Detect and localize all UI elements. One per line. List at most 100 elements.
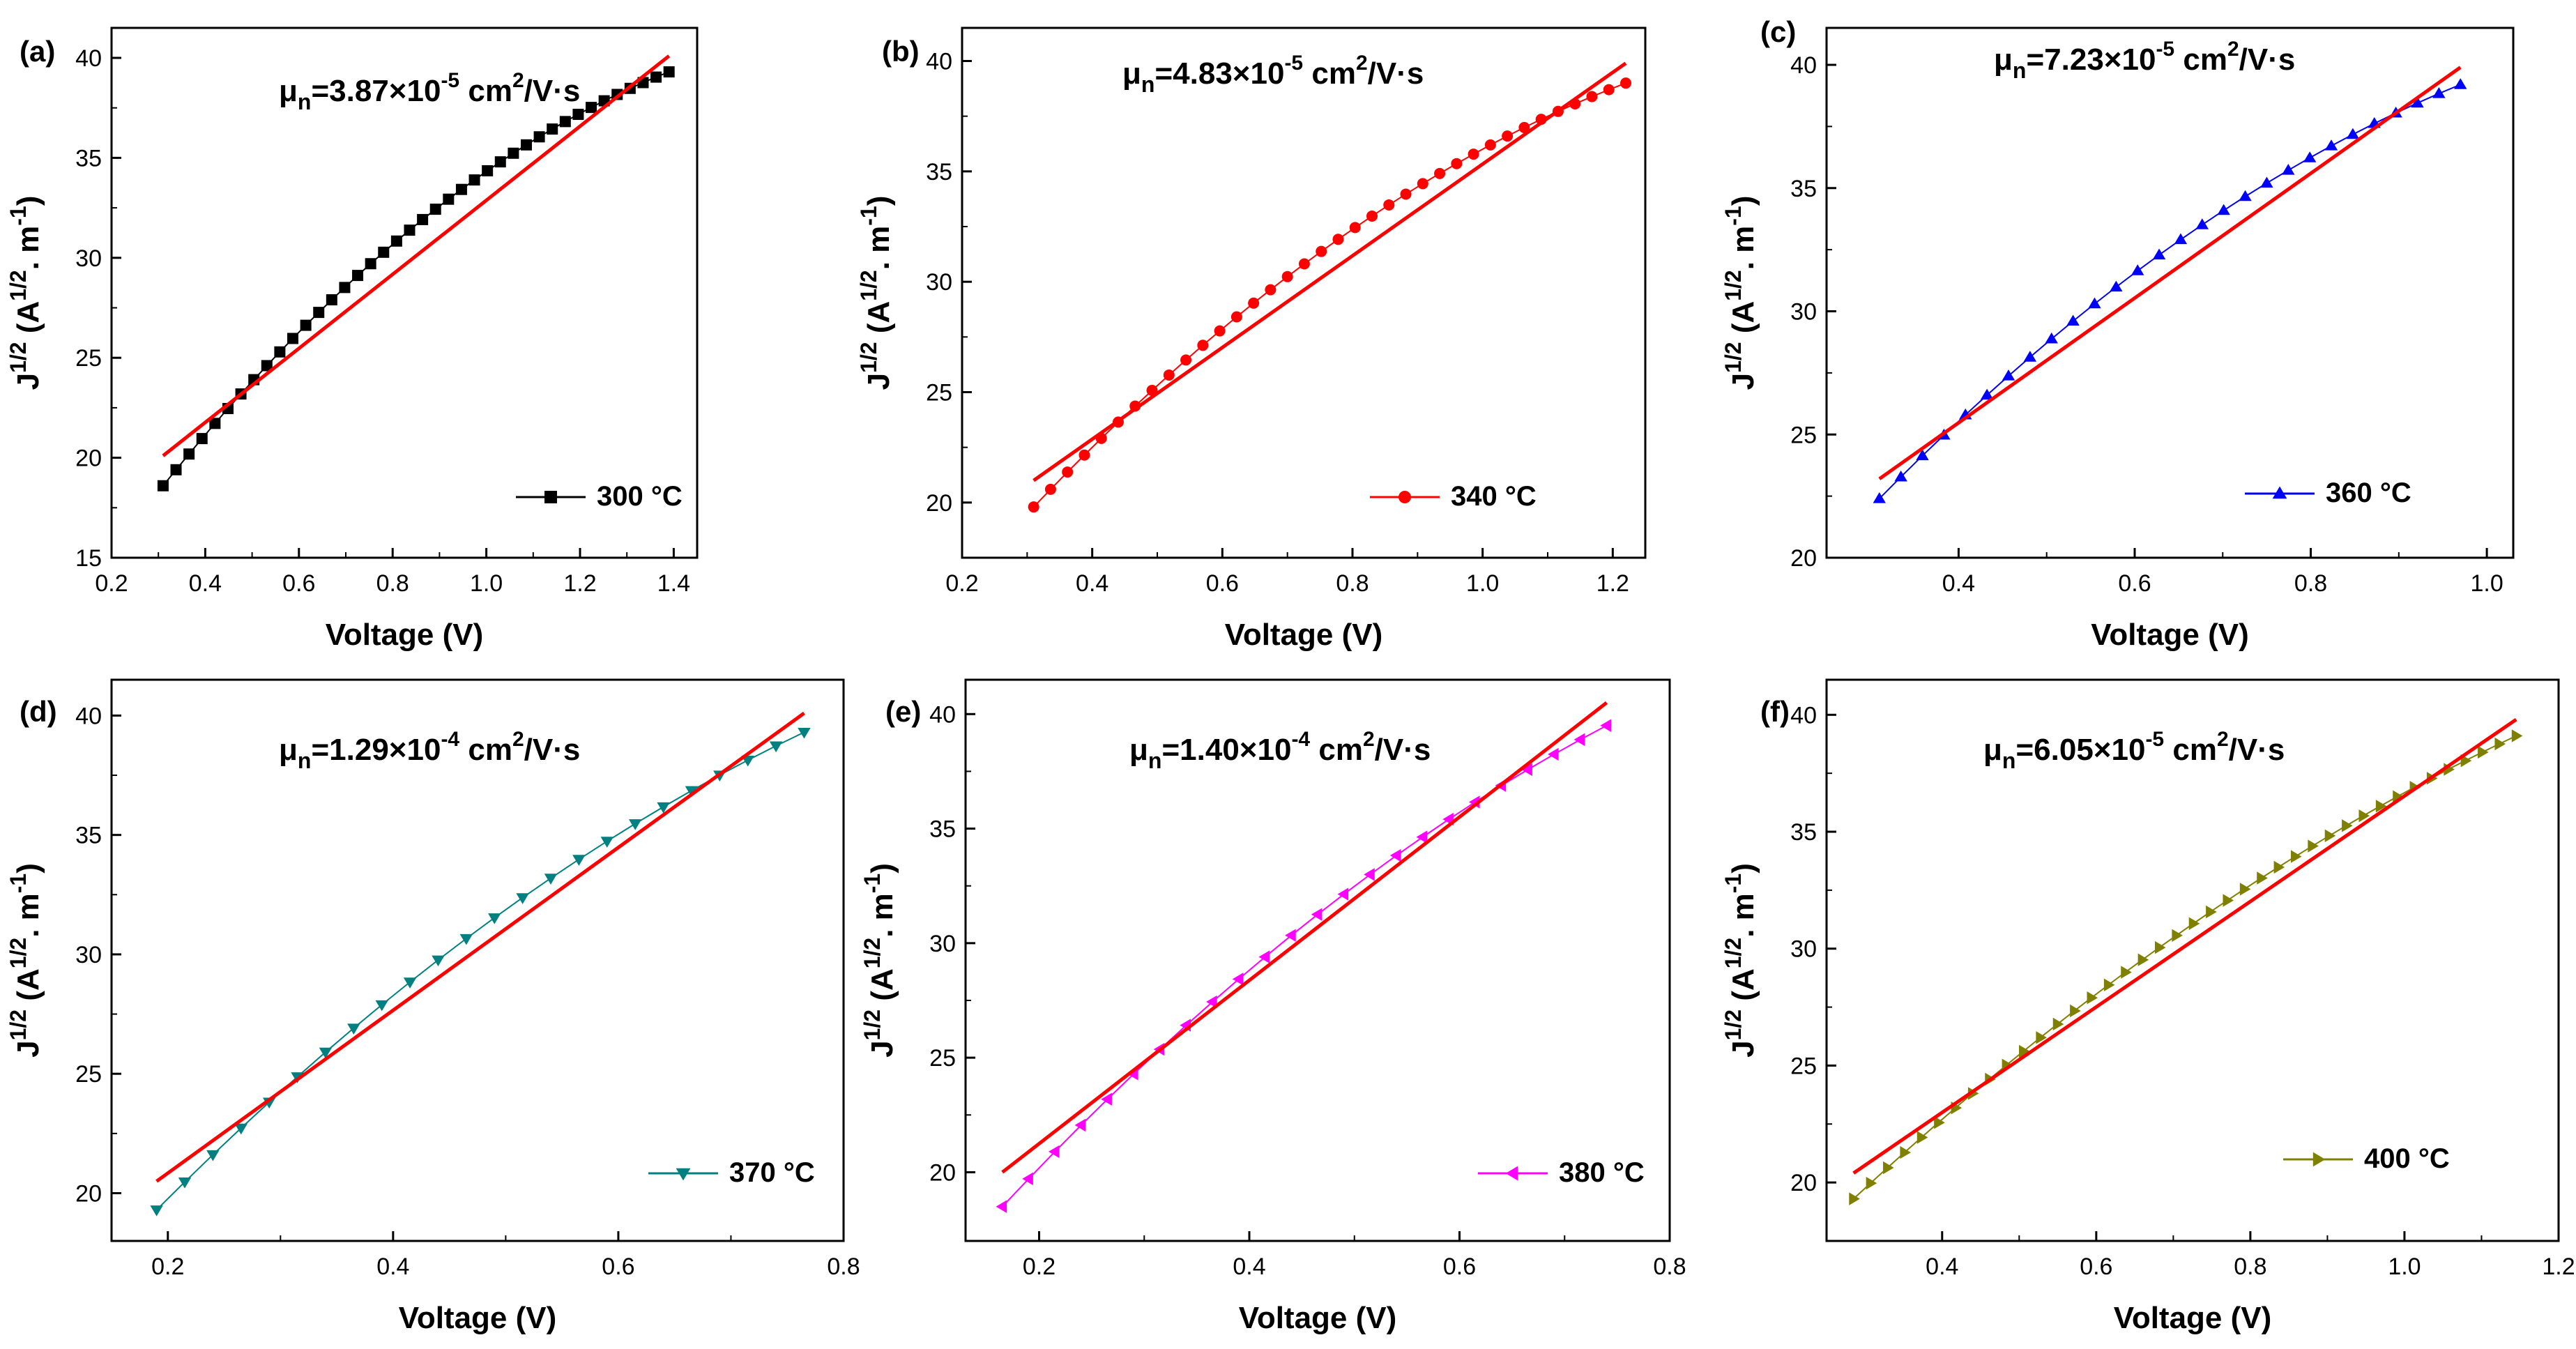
- panel-label: (e): [885, 695, 921, 728]
- data-point: [2110, 280, 2123, 292]
- data-point: [1383, 199, 1395, 211]
- y-title-unit: (A: [1726, 968, 1760, 1009]
- y-tick-label: 20: [75, 445, 102, 472]
- data-point: [1079, 449, 1090, 461]
- data-point: [1258, 950, 1270, 963]
- y-tick-label: 25: [75, 345, 102, 372]
- data-point: [2494, 737, 2506, 751]
- plot-frame: [1825, 26, 2515, 559]
- data-series-line: [1002, 724, 1608, 1207]
- data-point: [1573, 733, 1585, 747]
- data-series-line: [1879, 84, 2461, 499]
- x-tick-label: 1.0: [470, 570, 503, 597]
- mu-unit: cm: [1310, 733, 1363, 767]
- legend-marker: [2312, 1152, 2326, 1167]
- mu-symbol: μ: [279, 74, 298, 108]
- mu-unit-rest: /V·s: [524, 733, 581, 767]
- x-tick-label: 0.4: [1076, 570, 1108, 597]
- data-point: [2066, 314, 2080, 326]
- data-point: [1916, 1131, 1928, 1144]
- data-point: [234, 1123, 247, 1135]
- data-point: [1265, 284, 1276, 296]
- y-title-unit-exponent-2: -1: [856, 206, 881, 225]
- data-point: [2002, 369, 2015, 381]
- data-point: [390, 235, 402, 247]
- legend-label: 340 °C: [1451, 481, 1537, 512]
- y-title-unit: (A: [11, 968, 45, 1009]
- data-point: [300, 319, 312, 331]
- mu-unit-rest: /V·s: [524, 74, 581, 108]
- data-point: [347, 1023, 360, 1035]
- data-point: [170, 464, 182, 475]
- panel-label: (c): [1760, 15, 1796, 48]
- x-axis-title: Voltage (V): [326, 618, 484, 652]
- panel-label: (f): [1760, 695, 1790, 728]
- mu-unit: cm: [1303, 56, 1356, 91]
- y-title-symbol: J: [11, 373, 45, 390]
- plot-frame: [1825, 678, 2560, 1242]
- x-tick-label: 0.8: [2294, 570, 2327, 597]
- mu-subscript: n: [1148, 748, 1162, 773]
- mu-subscript: n: [1141, 72, 1155, 97]
- y-title-close: ): [862, 196, 896, 206]
- y-tick-label: 30: [929, 931, 956, 957]
- y-tick-label: 30: [1790, 936, 1817, 963]
- plot-frame: [110, 678, 845, 1242]
- y-title-symbol: J: [1726, 373, 1760, 390]
- data-point: [1934, 1115, 1945, 1129]
- x-tick-label: 0.4: [376, 1253, 409, 1280]
- data-point: [2432, 87, 2446, 98]
- y-tick-label: 20: [1790, 1170, 1817, 1196]
- data-point: [516, 893, 529, 904]
- data-point: [1285, 929, 1296, 942]
- data-point: [1022, 1172, 1033, 1186]
- y-title-symbol: J: [11, 1040, 45, 1057]
- data-point: [741, 755, 754, 767]
- x-tick-label: 0.2: [1023, 1253, 1055, 1280]
- data-point: [375, 1000, 388, 1012]
- fit-line: [155, 711, 805, 1183]
- data-point: [2172, 929, 2183, 942]
- data-point: [1337, 887, 1349, 901]
- data-point: [1916, 449, 1929, 461]
- data-point: [685, 786, 699, 798]
- x-axis-title: Voltage (V): [2091, 618, 2249, 652]
- data-point: [572, 109, 584, 121]
- mu-unit-rest: /V·s: [2239, 43, 2296, 77]
- data-point: [2223, 894, 2234, 907]
- mu-exponent: -5: [441, 69, 459, 92]
- data-point: [352, 270, 364, 282]
- data-point: [769, 741, 783, 753]
- data-point: [459, 933, 473, 945]
- data-point: [2273, 860, 2285, 874]
- data-point: [2239, 883, 2251, 896]
- y-tick-label: 35: [75, 823, 102, 849]
- data-point: [2045, 332, 2058, 344]
- data-point: [432, 955, 445, 967]
- mu-exponent: -4: [1291, 728, 1310, 751]
- data-point: [1451, 158, 1463, 169]
- data-point: [1620, 77, 1631, 89]
- data-point: [150, 1205, 163, 1217]
- y-tick-label: 40: [75, 703, 102, 729]
- data-point: [1600, 719, 1611, 732]
- data-point: [261, 360, 273, 372]
- y-tick-label: 35: [1790, 176, 1817, 202]
- y-tick-label: 30: [75, 942, 102, 968]
- x-tick-label: 1.0: [2470, 570, 2503, 597]
- x-tick-label: 0.8: [1653, 1253, 1686, 1280]
- data-point: [628, 819, 642, 830]
- y-title-unit: (A: [862, 301, 896, 342]
- data-point: [1332, 234, 1344, 245]
- y-title-unit-mid: . m: [11, 893, 45, 938]
- fit-line: [1852, 717, 2517, 1175]
- data-point: [2375, 800, 2387, 813]
- data-point: [1416, 830, 1428, 844]
- data-point: [494, 156, 506, 168]
- data-point: [2217, 204, 2230, 215]
- data-point: [378, 246, 390, 258]
- x-tick-label: 0.6: [282, 570, 315, 597]
- x-tick-label: 1.0: [1466, 570, 1499, 597]
- y-title-exponent: 1/2: [1721, 342, 1746, 372]
